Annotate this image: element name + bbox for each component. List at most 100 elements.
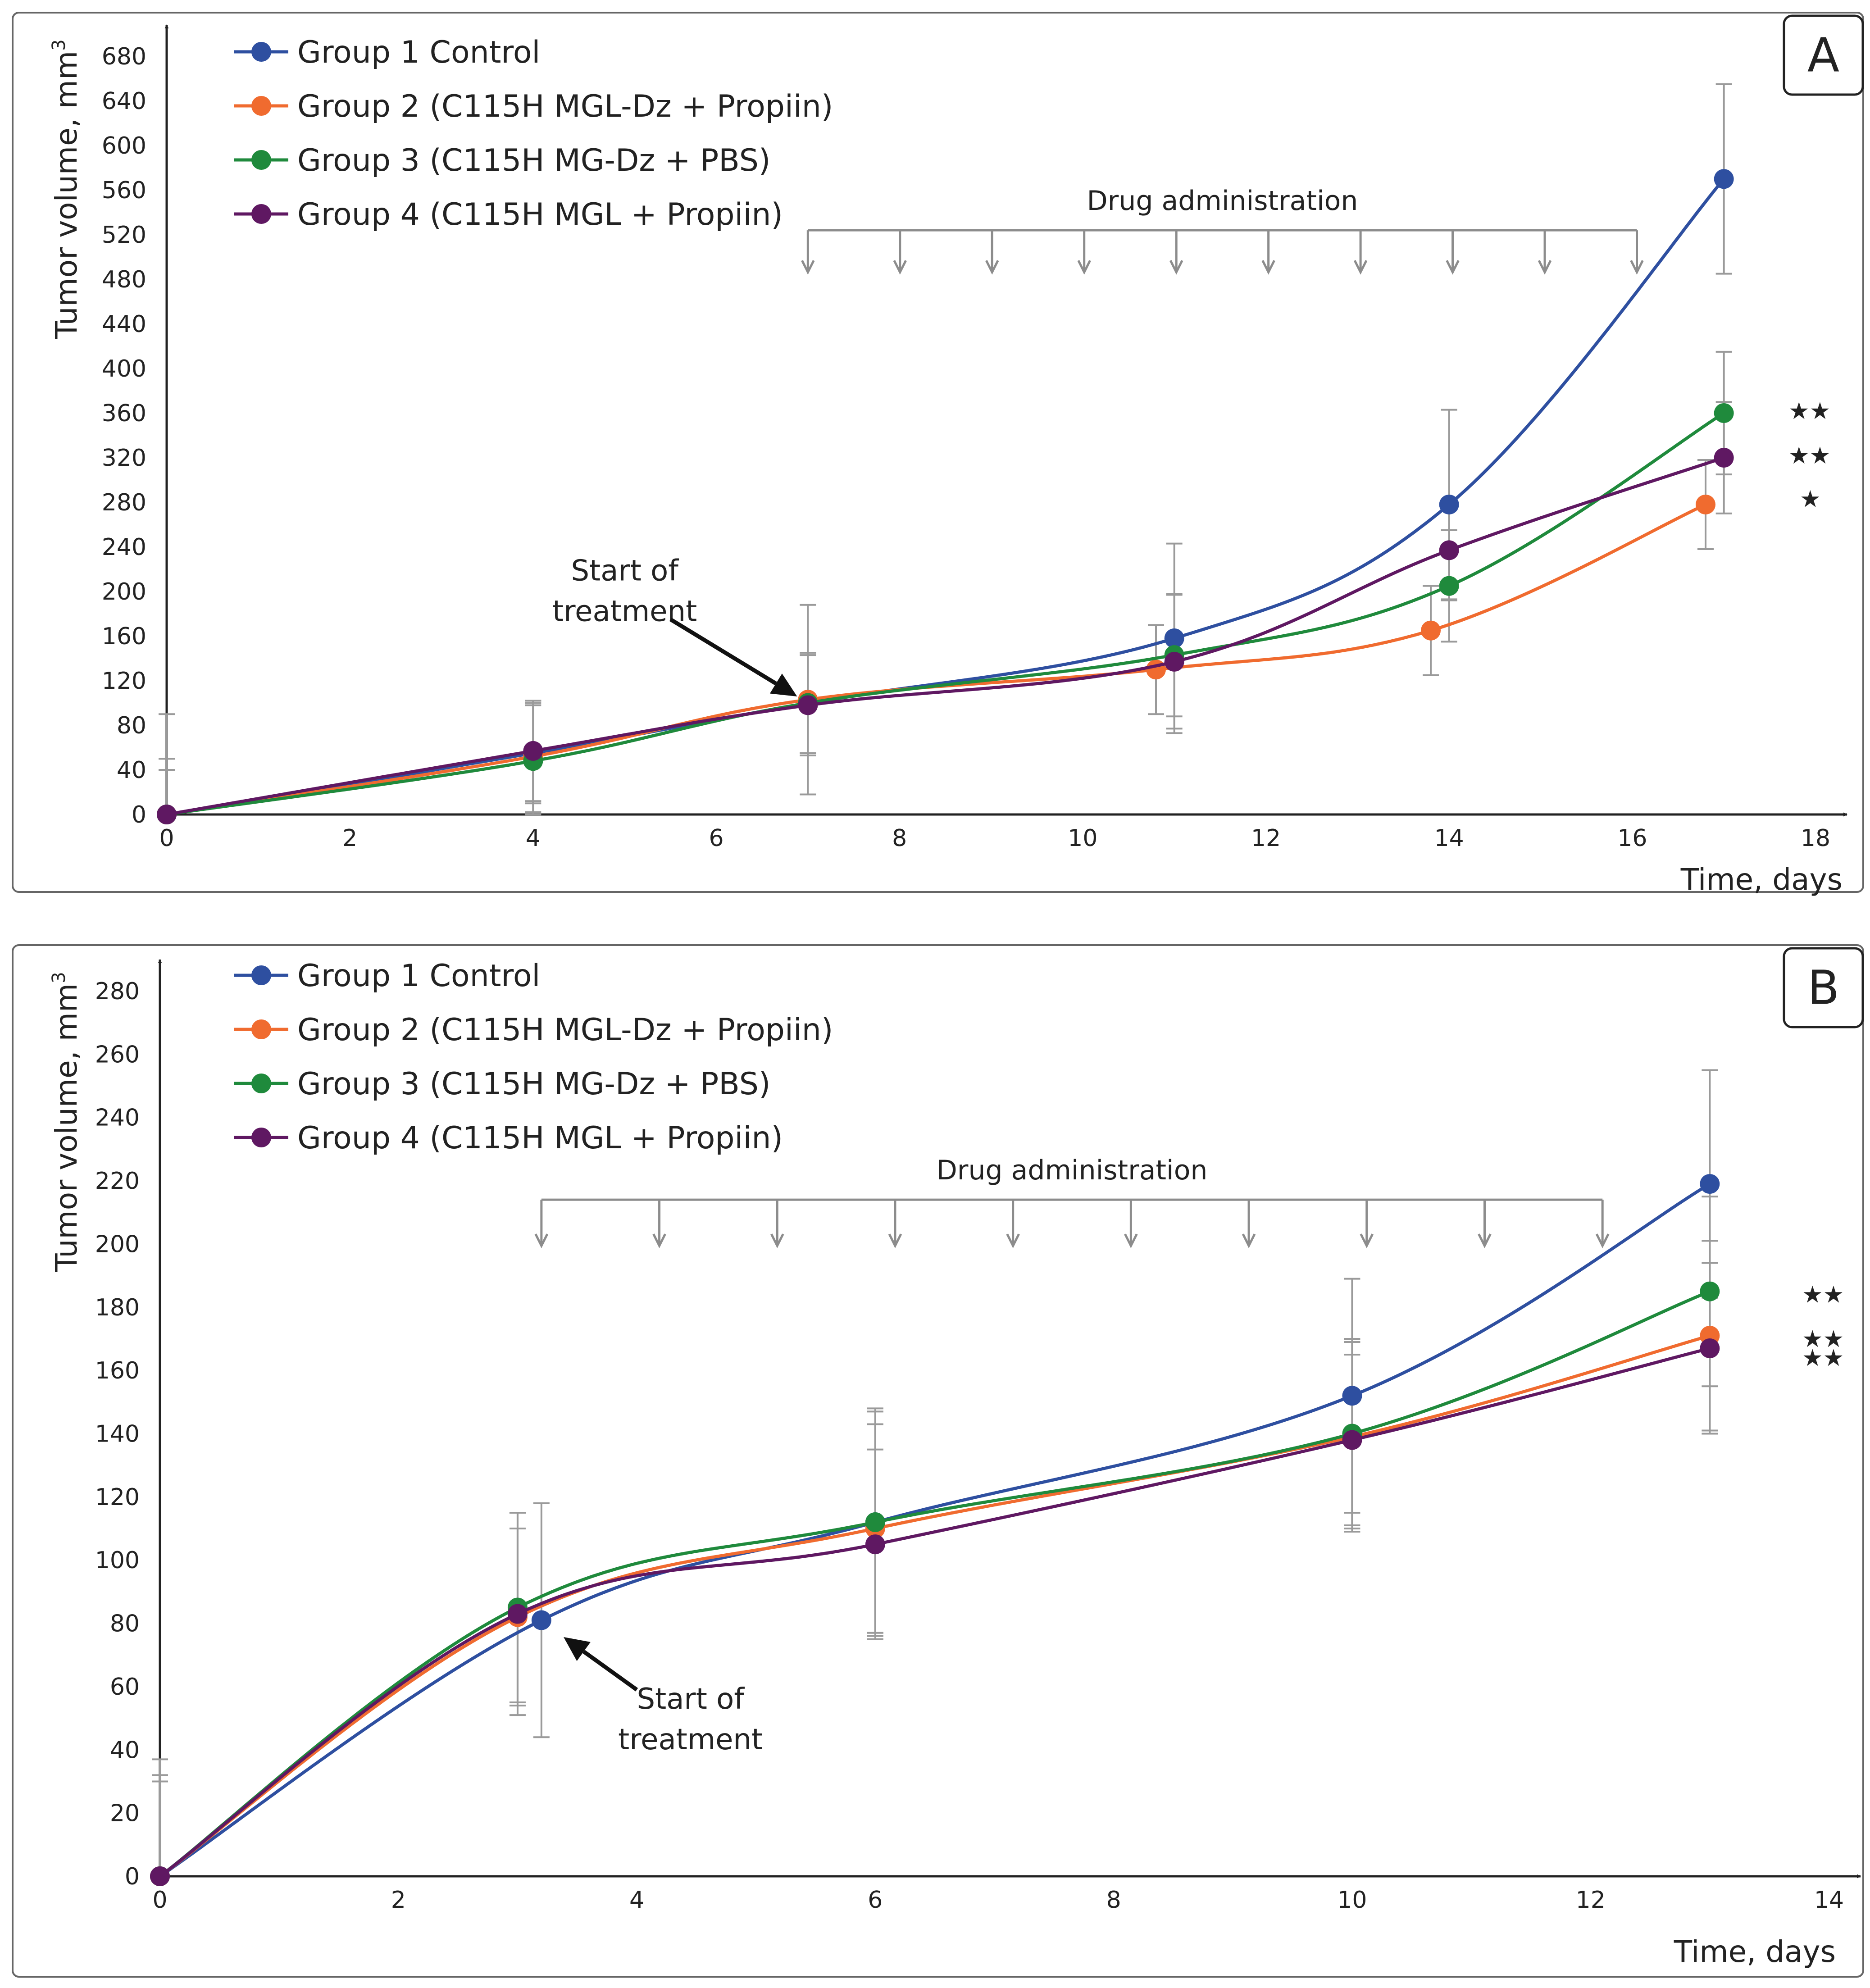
data-point-group1 xyxy=(1439,494,1459,514)
y-axis-label-superscript: 3 xyxy=(49,972,69,983)
y-tick-label: 80 xyxy=(110,1610,140,1638)
drug-dose-arrowhead xyxy=(1630,260,1644,275)
y-tick-label: 160 xyxy=(102,623,146,650)
x-tick-label: 10 xyxy=(1337,1887,1367,1914)
data-point-group4 xyxy=(523,741,543,761)
data-point-group4 xyxy=(1700,1338,1720,1359)
panel-frame xyxy=(12,944,1864,1978)
x-tick-label: 8 xyxy=(1106,1887,1121,1914)
drug-dose-arrowhead xyxy=(1242,1233,1256,1249)
drug-dose-arrowhead xyxy=(1006,1233,1020,1249)
significance-marker: ★★ xyxy=(1788,398,1830,425)
legend-item-group4: Group 4 (C115H MGL + Propiin) xyxy=(234,1120,783,1156)
data-point-group4 xyxy=(798,695,818,715)
legend-swatch-dot xyxy=(251,1074,271,1093)
x-tick-label: 16 xyxy=(1617,825,1647,852)
data-point-group4 xyxy=(865,1534,885,1555)
drug-dose-arrowhead xyxy=(1124,1233,1138,1249)
y-tick-label: 220 xyxy=(95,1168,140,1195)
legend-swatch-dot xyxy=(251,150,271,170)
x-tick-label: 14 xyxy=(1814,1887,1844,1914)
error-bars-group2 xyxy=(159,459,1714,815)
drug-dose-arrowhead xyxy=(1595,1233,1610,1249)
start-of-treatment-label: Start of xyxy=(637,1683,745,1716)
data-point-group4 xyxy=(157,805,177,824)
drug-administration-label: Drug administration xyxy=(937,1155,1208,1186)
legend-label: Group 1 Control xyxy=(297,958,540,994)
y-tick-label: 240 xyxy=(102,534,146,561)
y-tick-label: 60 xyxy=(110,1674,140,1701)
start-of-treatment-arrow xyxy=(669,618,777,686)
legend-label: Group 1 Control xyxy=(297,35,540,70)
legend-swatch-dot xyxy=(251,965,271,985)
error-bars-group1 xyxy=(152,1069,1718,1877)
drug-dose-arrowhead xyxy=(888,1233,902,1249)
series-line-group2 xyxy=(166,503,1706,816)
legend-swatch-dot xyxy=(251,1128,271,1147)
x-tick-label: 18 xyxy=(1801,825,1830,852)
y-tick-label: 40 xyxy=(110,1737,140,1764)
data-point-group3 xyxy=(1700,1281,1720,1301)
panel-b: B0 2 4 6 8 10 12 140204060801001201401601802002… xyxy=(12,944,1864,1978)
y-tick-label: 80 xyxy=(117,712,146,739)
data-point-group1 xyxy=(1700,1174,1720,1194)
data-point-group2 xyxy=(1696,494,1715,514)
drug-dose-arrowhead xyxy=(534,1233,549,1249)
y-axis-label: Tumor volume, mm3 xyxy=(49,972,84,1272)
legend-item-group2: Group 2 (C115H MGL-Dz + Propiin) xyxy=(234,89,833,124)
data-point-group3 xyxy=(1714,403,1734,423)
x-tick-label: 2 xyxy=(391,1887,406,1914)
x-tick-label: 6 xyxy=(709,825,723,852)
legend-label: Group 2 (C115H MGL-Dz + Propiin) xyxy=(297,89,833,124)
x-tick-label: 0 xyxy=(152,1887,167,1914)
y-tick-label: 560 xyxy=(102,177,146,204)
y-tick-label: 280 xyxy=(102,489,146,516)
error-bars-group1 xyxy=(159,83,1732,815)
y-tick-label: 280 xyxy=(95,978,140,1005)
data-point-group1 xyxy=(1164,628,1184,648)
drug-administration: Drug administration xyxy=(534,1155,1610,1249)
legend-item-group3: Group 3 (C115H MG-Dz + PBS) xyxy=(234,143,770,178)
data-point-group1 xyxy=(531,1610,551,1630)
y-tick-label: 140 xyxy=(95,1421,140,1448)
significance-marker: ★★ xyxy=(1802,1282,1844,1309)
data-point-group2 xyxy=(1146,660,1166,680)
y-tick-label: 520 xyxy=(102,222,146,249)
y-tick-label: 200 xyxy=(102,578,146,605)
start-of-treatment-label: treatment xyxy=(618,1723,763,1756)
y-tick-label: 120 xyxy=(102,668,146,695)
drug-administration: Drug administration xyxy=(801,185,1644,275)
legend-label: Group 4 (C115H MGL + Propiin) xyxy=(297,1120,783,1156)
drug-dose-arrowhead xyxy=(1360,1233,1374,1249)
x-tick-label: 4 xyxy=(526,825,541,852)
data-point-group4 xyxy=(1714,448,1734,468)
y-tick-label: 600 xyxy=(102,132,146,159)
x-axis-label: Time, days xyxy=(1680,862,1843,897)
error-bars-group2 xyxy=(152,1240,1718,1877)
drug-dose-arrowhead xyxy=(1261,260,1275,275)
data-point-group4 xyxy=(507,1604,528,1624)
y-axis-label: Tumor volume, mm3 xyxy=(49,39,84,339)
legend-label: Group 4 (C115H MGL + Propiin) xyxy=(297,197,783,232)
legend-swatch-dot xyxy=(251,96,271,116)
x-tick-label: 10 xyxy=(1068,825,1097,852)
series-line-group3 xyxy=(166,412,1725,816)
y-tick-label: 20 xyxy=(110,1800,140,1827)
y-tick-label: 320 xyxy=(102,445,146,472)
y-tick-label: 240 xyxy=(95,1105,140,1132)
significance-marker: ★★ xyxy=(1802,1326,1844,1353)
legend-item-group1: Group 1 Control xyxy=(234,958,540,994)
panel-label: B xyxy=(1807,960,1839,1015)
series-line-group4 xyxy=(166,456,1724,816)
drug-dose-arrowhead xyxy=(1446,260,1460,275)
y-tick-label: 640 xyxy=(102,88,146,115)
x-tick-label: 2 xyxy=(342,825,357,852)
data-point-group4 xyxy=(1342,1430,1362,1450)
start-of-treatment-arrowhead xyxy=(564,1637,591,1661)
legend-label: Group 3 (C115H MG-Dz + PBS) xyxy=(297,143,770,178)
drug-dose-arrowhead xyxy=(985,260,999,275)
legend-item-group1: Group 1 Control xyxy=(234,35,540,70)
legend-label: Group 3 (C115H MG-Dz + PBS) xyxy=(297,1066,770,1102)
